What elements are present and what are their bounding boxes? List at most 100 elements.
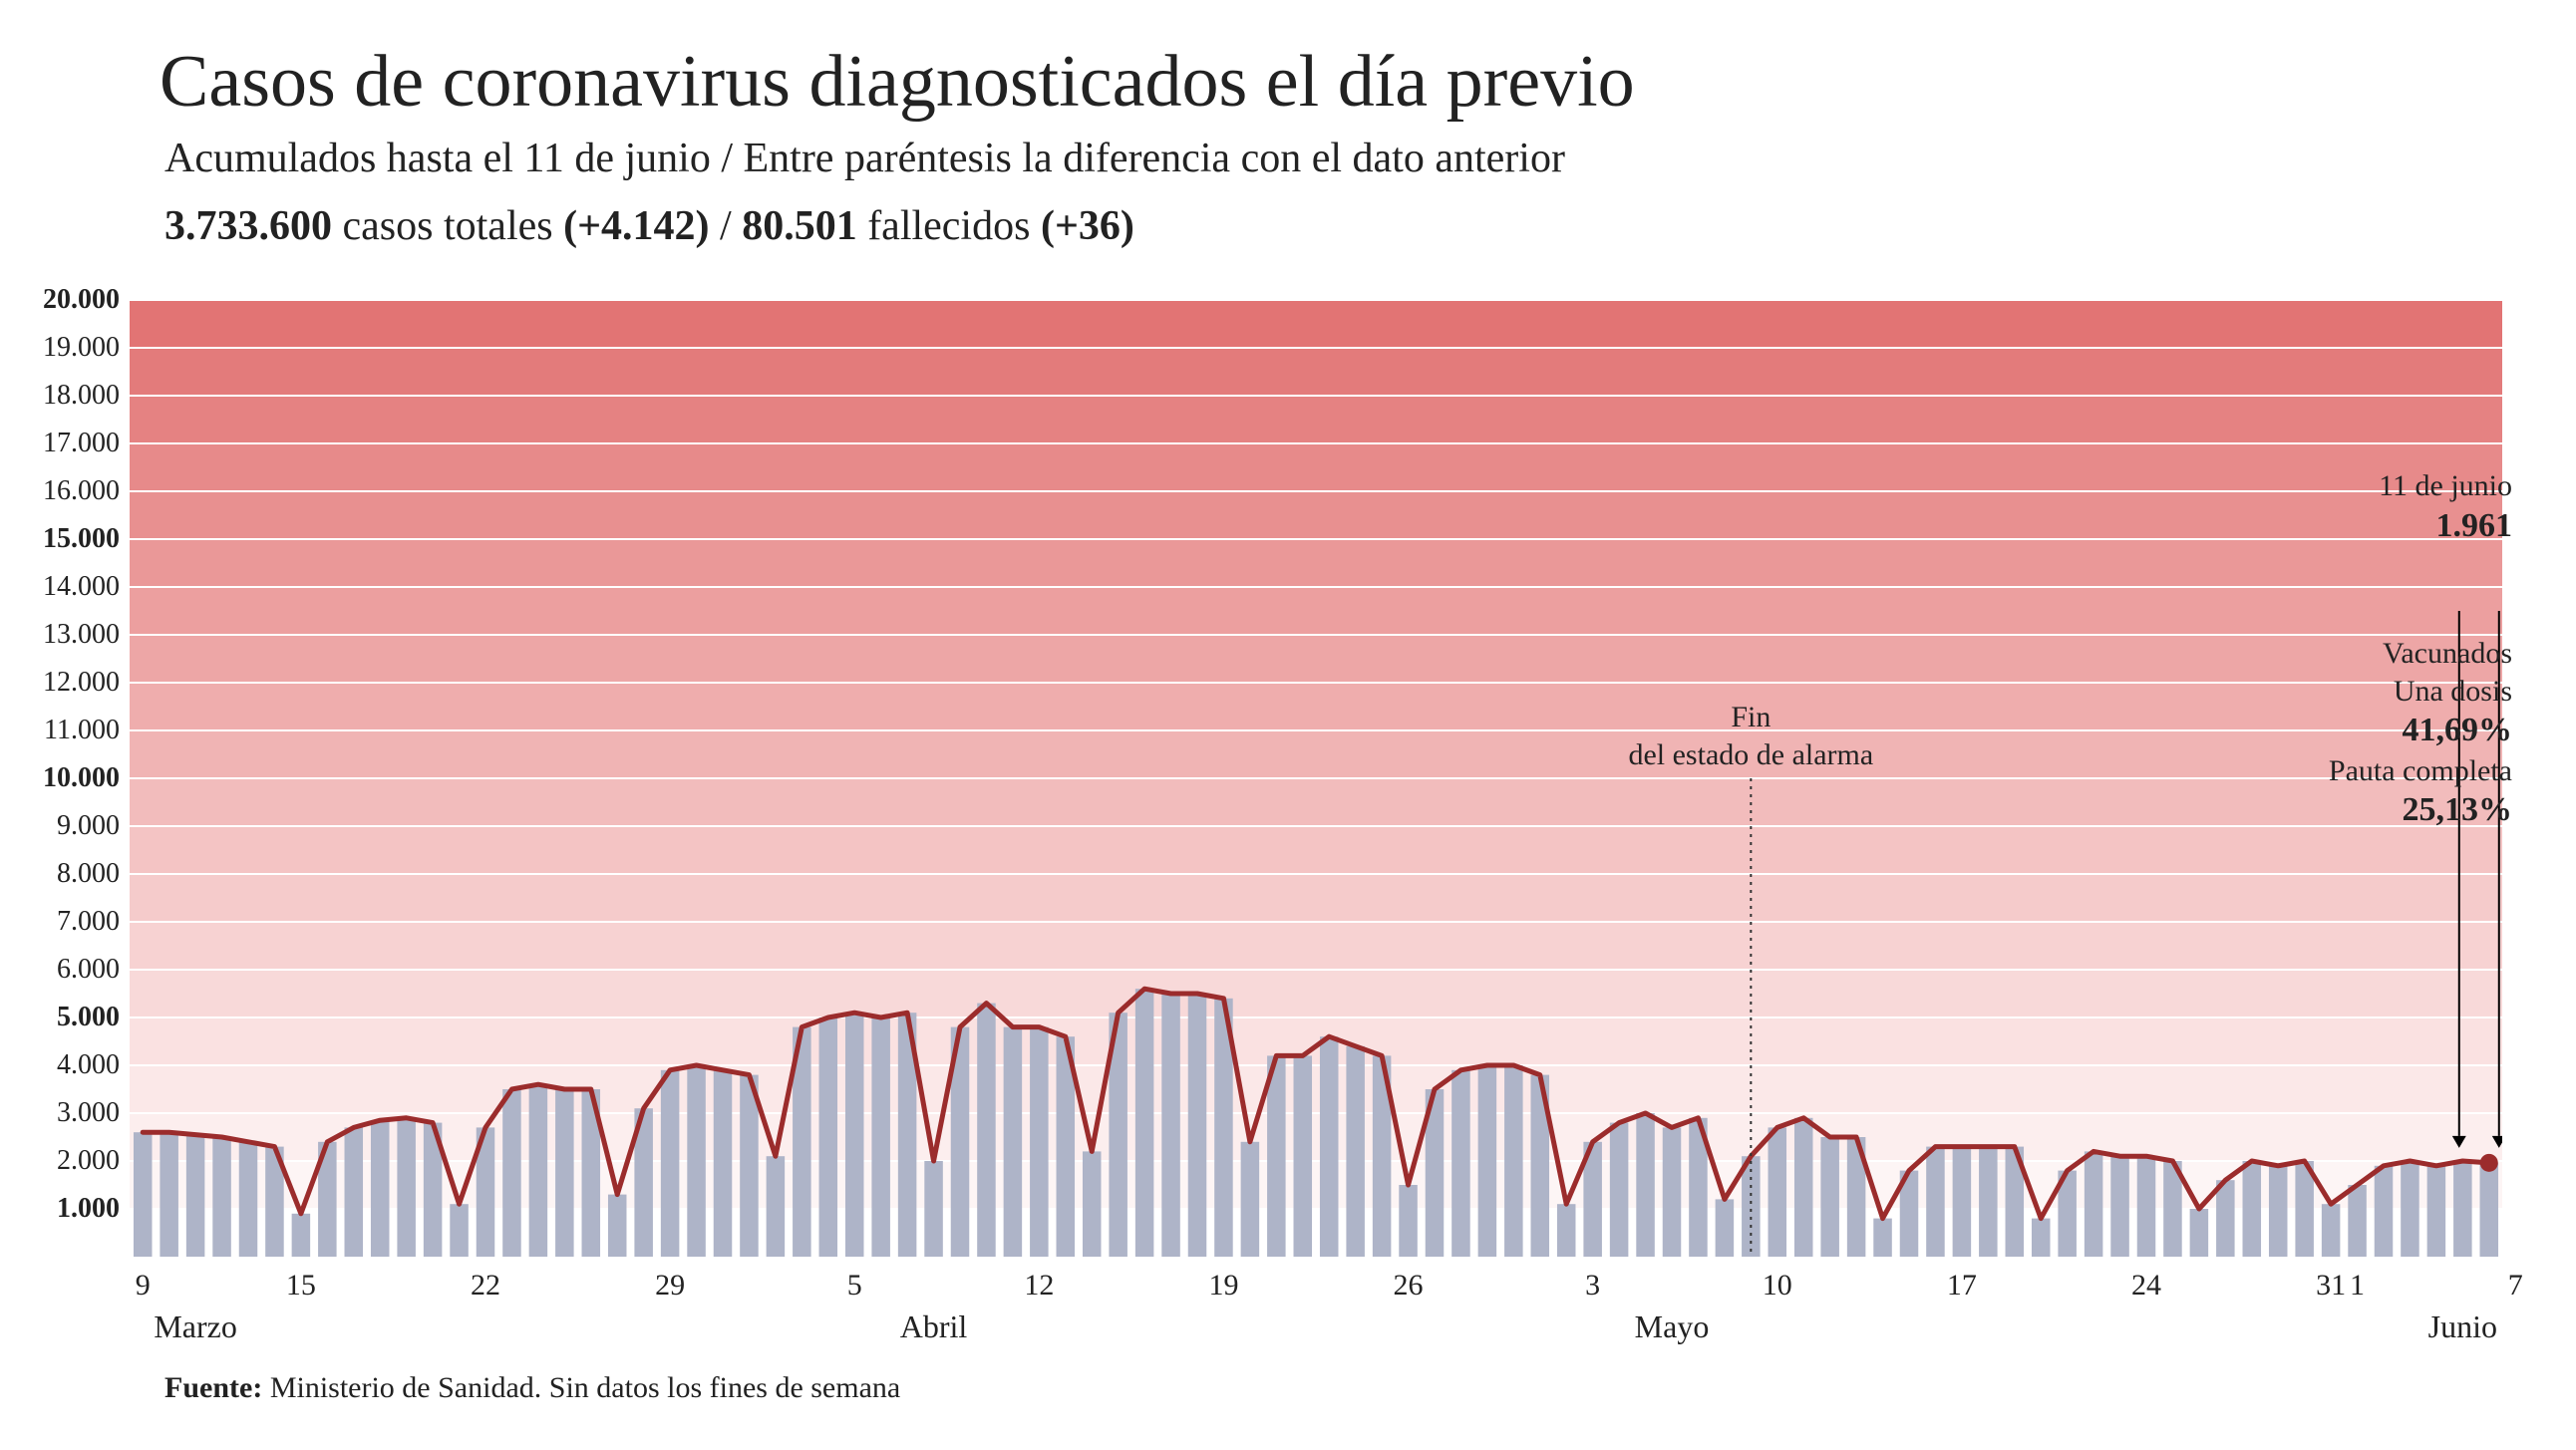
x-tick-label: 12	[1024, 1269, 1054, 1303]
y-tick-label: 5.000	[0, 1002, 120, 1033]
bar	[1451, 1070, 1470, 1257]
x-tick-label: 26	[1394, 1269, 1424, 1303]
y-tick-label: 10.000	[0, 762, 120, 794]
bar	[1610, 1123, 1629, 1257]
x-month-label: Mayo	[1635, 1308, 1710, 1345]
bar	[1320, 1036, 1339, 1257]
source-label: Fuente:	[164, 1371, 262, 1404]
x-month-label: Junio	[2428, 1308, 2497, 1345]
bar	[1161, 994, 1180, 1257]
bar	[1478, 1065, 1497, 1257]
bar	[2137, 1156, 2156, 1257]
x-tick-label: 7	[2508, 1269, 2523, 1303]
y-tick-label: 18.000	[0, 380, 120, 412]
bar	[239, 1142, 258, 1257]
y-tick-label: 12.000	[0, 667, 120, 699]
bar	[2085, 1151, 2103, 1257]
y-tick-label: 3.000	[0, 1097, 120, 1129]
y-tick-label: 16.000	[0, 475, 120, 507]
cases-label: casos totales	[343, 203, 553, 249]
summary-line: 3.733.600 casos totales (+4.142) / 80.50…	[164, 202, 2516, 250]
bar	[1953, 1147, 1972, 1257]
bar	[2453, 1161, 2472, 1257]
deaths-delta: (+36)	[1041, 203, 1134, 249]
x-month-label: Marzo	[154, 1308, 237, 1345]
bar	[160, 1132, 178, 1257]
x-tick-label: 10	[1763, 1269, 1792, 1303]
bar	[1188, 994, 1207, 1257]
bar	[1135, 989, 1154, 1257]
bar	[1504, 1065, 1523, 1257]
chart-area: 1.0002.0003.0004.0005.0006.0007.0008.000…	[130, 300, 2502, 1257]
bar	[371, 1120, 390, 1257]
bar	[1873, 1219, 1892, 1257]
bar	[397, 1118, 416, 1257]
bar	[2216, 1180, 2235, 1257]
y-tick-label: 4.000	[0, 1049, 120, 1081]
x-tick-label: 9	[136, 1269, 151, 1303]
x-tick-label: 3	[1585, 1269, 1600, 1303]
bar	[1769, 1127, 1787, 1257]
alarm-annotation: Findel estado de alarma	[1628, 699, 1873, 773]
deaths-label: fallecidos	[867, 203, 1030, 249]
bar	[845, 1013, 864, 1257]
x-tick-label: 24	[2131, 1269, 2161, 1303]
cases-total: 3.733.600	[164, 203, 332, 249]
bar	[450, 1204, 469, 1257]
y-tick-label: 14.000	[0, 571, 120, 603]
bar	[687, 1065, 706, 1257]
bar	[2190, 1209, 2209, 1257]
bar	[2322, 1204, 2341, 1257]
y-tick-label: 19.000	[0, 332, 120, 364]
y-tick-label: 11.000	[0, 715, 120, 746]
y-tick-label: 9.000	[0, 810, 120, 842]
bar	[1926, 1147, 1945, 1257]
date-callout: 11 de junio1.961	[2379, 467, 2512, 547]
bar	[212, 1137, 231, 1257]
bar	[502, 1089, 521, 1257]
bar	[2032, 1219, 2051, 1257]
source-footer: Fuente: Ministerio de Sanidad. Sin datos…	[164, 1371, 2516, 1405]
x-tick-label: 17	[1947, 1269, 1977, 1303]
bar	[977, 1004, 996, 1257]
x-month-label: Abril	[900, 1308, 968, 1345]
y-tick-label: 2.000	[0, 1145, 120, 1177]
y-tick-label: 1.000	[0, 1193, 120, 1225]
y-tick-label: 8.000	[0, 858, 120, 890]
subtitle: Acumulados hasta el 11 de junio / Entre …	[164, 135, 2516, 182]
bar	[2269, 1166, 2288, 1257]
x-tick-label: 15	[286, 1269, 316, 1303]
bar	[186, 1135, 205, 1257]
bar	[1636, 1113, 1655, 1257]
y-tick-label: 13.000	[0, 619, 120, 651]
bar	[2348, 1185, 2367, 1257]
bar	[529, 1084, 548, 1257]
endpoint-marker	[2480, 1154, 2498, 1172]
bar	[1399, 1185, 1418, 1257]
bar	[924, 1161, 943, 1257]
bar	[1030, 1027, 1049, 1257]
bar	[661, 1070, 680, 1257]
bar	[714, 1070, 733, 1257]
bar	[1794, 1118, 1813, 1257]
bar	[2375, 1166, 2394, 1257]
y-tick-label: 6.000	[0, 954, 120, 986]
bar	[555, 1089, 574, 1257]
bar	[1557, 1204, 1576, 1257]
x-tick-label: 5	[847, 1269, 862, 1303]
x-tick-label: 22	[471, 1269, 500, 1303]
bar	[1083, 1151, 1102, 1257]
bar	[2110, 1156, 2129, 1257]
vaccination-callout: VacunadosUna dosis41,69%Pauta completa25…	[2329, 635, 2512, 832]
x-tick-label: 19	[1208, 1269, 1238, 1303]
bar	[2480, 1163, 2499, 1257]
bar	[292, 1214, 311, 1257]
bar	[1241, 1142, 1260, 1257]
x-tick-label: 29	[655, 1269, 685, 1303]
bar	[1716, 1199, 1735, 1257]
y-tick-label: 17.000	[0, 428, 120, 459]
bar	[2401, 1161, 2419, 1257]
bar	[1346, 1046, 1365, 1257]
bar	[1004, 1027, 1023, 1257]
bar	[1820, 1137, 1839, 1257]
